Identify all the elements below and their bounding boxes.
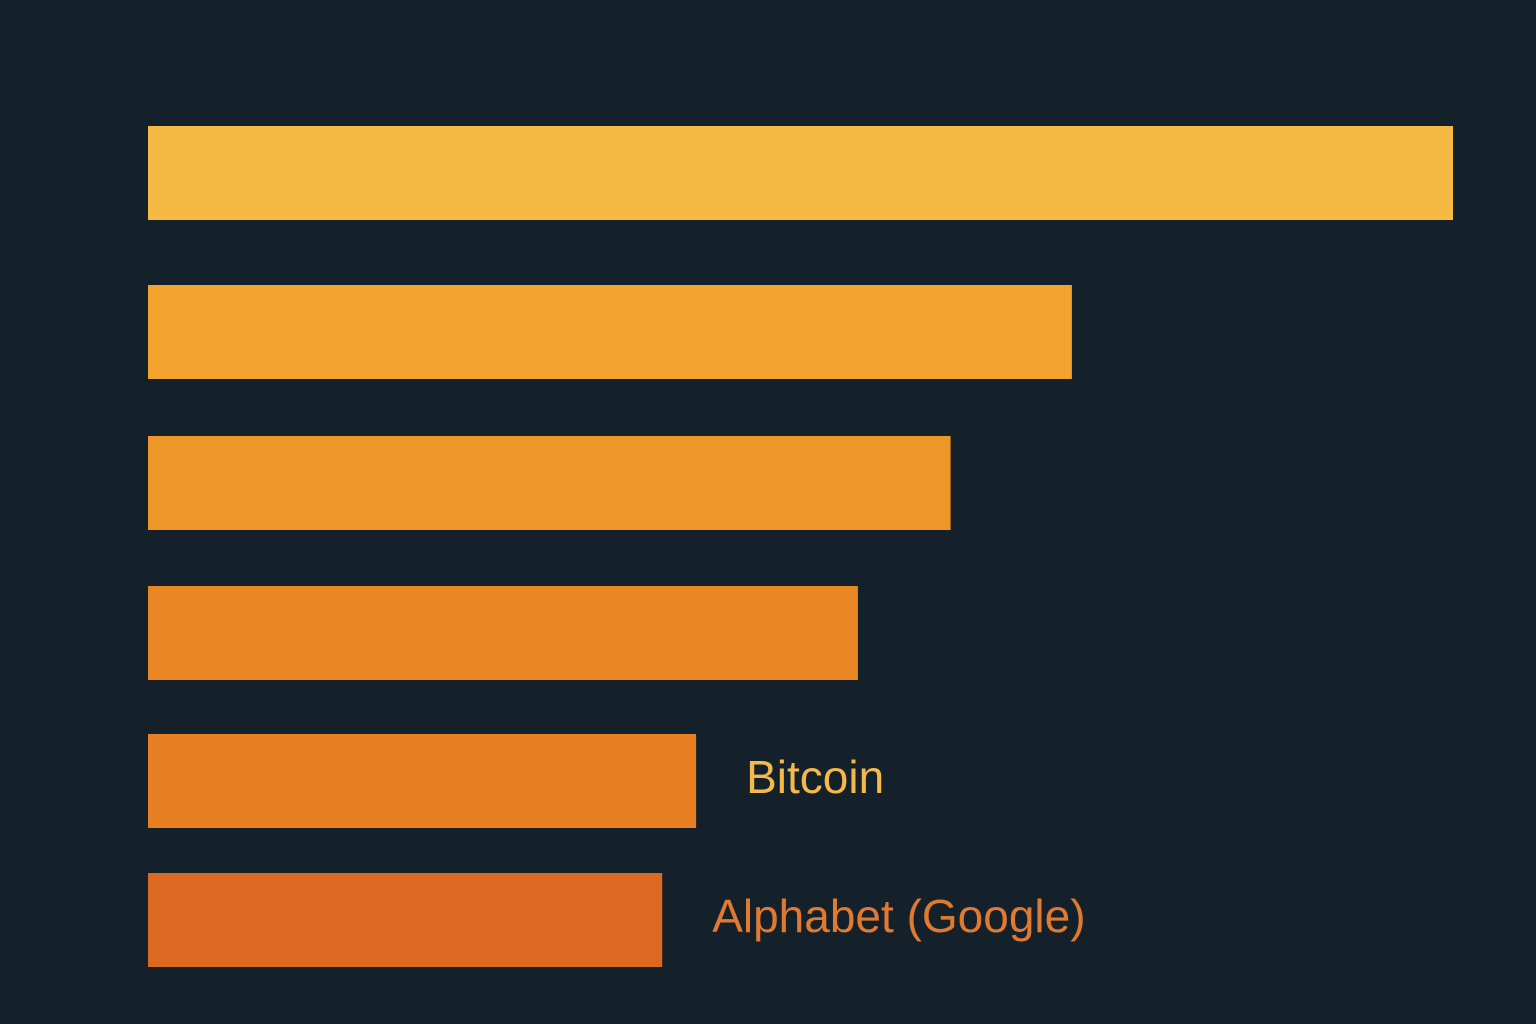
bar-2 — [148, 285, 1072, 379]
bar-4 — [148, 586, 858, 680]
labels-group: Bitcoin Alphabet (Google) — [712, 751, 1085, 942]
bar-1 — [148, 126, 1453, 220]
bar-label-5: Bitcoin — [746, 751, 884, 803]
bar-label-6: Alphabet (Google) — [712, 890, 1085, 942]
bar-3 — [148, 436, 951, 530]
bar-6 — [148, 873, 663, 967]
bars-group — [148, 126, 1453, 967]
bar-5 — [148, 734, 697, 828]
